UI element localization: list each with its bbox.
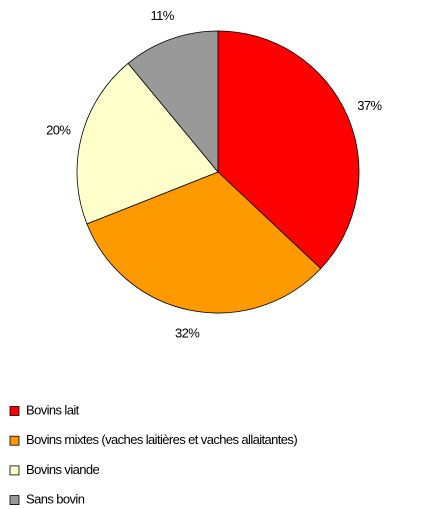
legend-swatch: [9, 406, 20, 416]
legend-label: Bovins lait: [26, 402, 80, 417]
data-label: 11%: [150, 8, 174, 23]
data-label: 32%: [175, 326, 200, 341]
data-label: 20%: [46, 122, 71, 137]
legend-swatch: [9, 435, 20, 446]
legend-label: Bovins mixtes (vaches laitières et vache…: [26, 432, 297, 447]
pie-slice: [127, 30, 219, 174]
legend-label: Bovins viande: [26, 462, 100, 477]
pie-slice: [217, 30, 360, 270]
legend-label: Sans bovin: [26, 492, 85, 507]
pie-slice: [76, 62, 219, 225]
pie-slice: [86, 171, 322, 314]
data-label: 37%: [357, 98, 382, 113]
legend-swatch: [9, 495, 20, 506]
legend-swatch: [9, 465, 20, 476]
